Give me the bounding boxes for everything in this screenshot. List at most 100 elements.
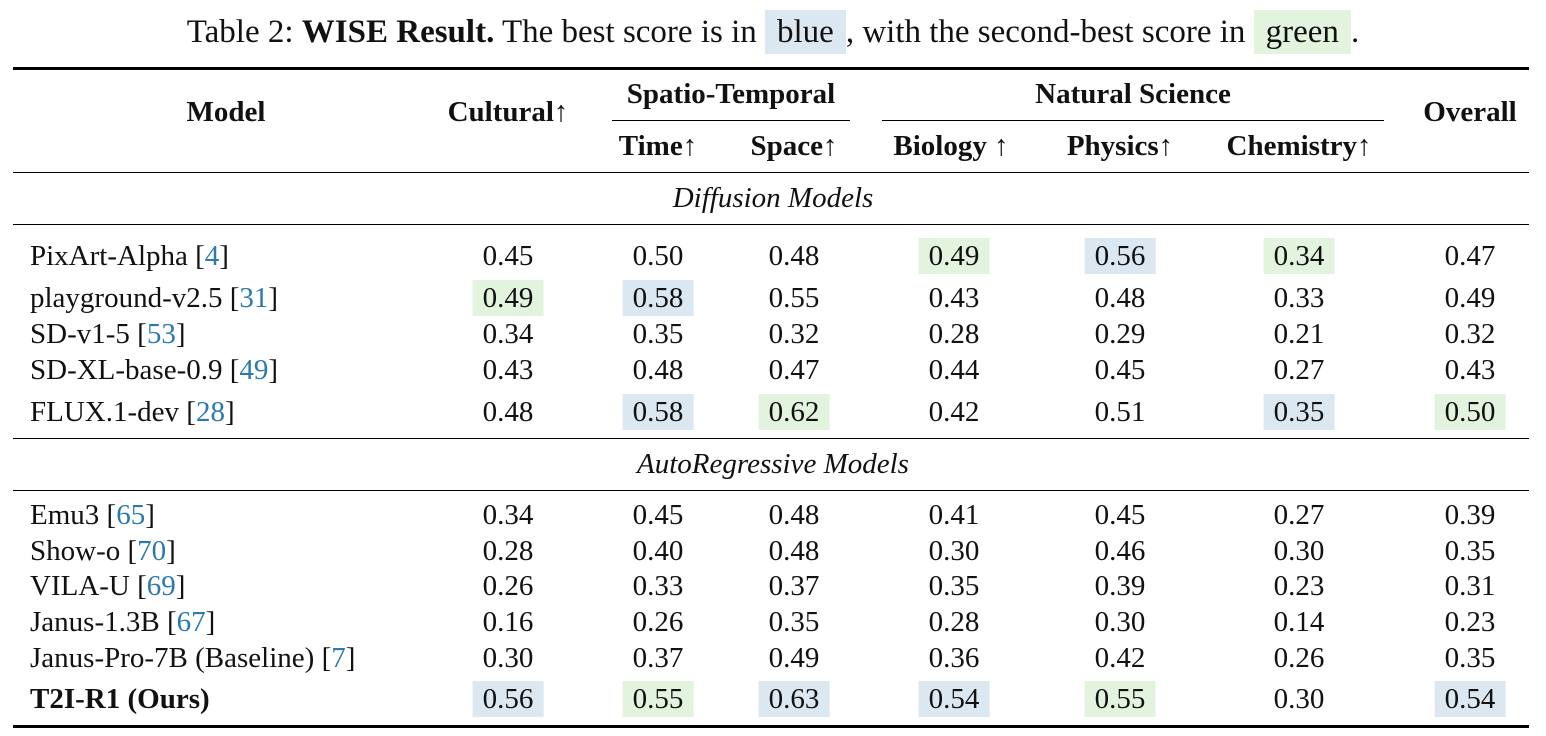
section-title: AutoRegressive Models — [637, 448, 909, 480]
score-value: 0.35 — [928, 570, 980, 602]
score-value: 0.63 — [758, 681, 830, 717]
score-value: 0.47 — [1444, 240, 1496, 272]
score-value: 0.43 — [482, 354, 534, 386]
bottom-rule — [13, 725, 1529, 728]
score-cultural: 0.26 — [473, 568, 544, 604]
header-cultural: Cultural↑ — [447, 96, 569, 128]
score-value: 0.26 — [632, 606, 684, 638]
citation-link[interactable]: 31 — [239, 282, 269, 314]
header-space: Space↑ — [750, 130, 838, 162]
score-value: 0.45 — [482, 240, 534, 272]
score-value: 0.48 — [768, 240, 820, 272]
score-space: 0.63 — [758, 681, 830, 717]
section-title: Diffusion Models — [672, 182, 874, 214]
header-natural-science: Natural Science — [1035, 78, 1231, 110]
score-value: 0.42 — [1094, 642, 1146, 674]
table-caption: Table 2: WISE Result. The best score is … — [0, 8, 1546, 56]
score-chemistry: 0.34 — [1263, 238, 1335, 274]
model-name-text: Janus-1.3B — [30, 606, 160, 638]
score-physics: 0.45 — [1085, 352, 1156, 388]
score-overall: 0.47 — [1435, 238, 1506, 274]
score-time: 0.35 — [623, 316, 694, 352]
score-value: 0.50 — [1434, 394, 1506, 430]
score-chemistry: 0.21 — [1264, 316, 1335, 352]
citation-link[interactable]: 4 — [204, 240, 220, 272]
citation-link[interactable]: 67 — [176, 606, 206, 638]
score-physics: 0.45 — [1085, 497, 1156, 533]
score-overall: 0.32 — [1435, 316, 1506, 352]
model-name-text: Show-o — [30, 535, 121, 567]
caption-blue-word: blue — [765, 10, 846, 54]
score-value: 0.49 — [1444, 282, 1496, 314]
score-chemistry: 0.30 — [1264, 681, 1335, 717]
score-space: 0.62 — [758, 394, 830, 430]
score-cultural: 0.45 — [473, 238, 544, 274]
score-value: 0.55 — [1084, 681, 1156, 717]
score-overall: 0.50 — [1434, 394, 1506, 430]
caption-title: WISE Result. — [301, 14, 495, 50]
model-name-text: T2I-R1 (Ours) — [30, 683, 210, 715]
score-cultural: 0.43 — [473, 352, 544, 388]
citation-link[interactable]: 28 — [195, 396, 225, 428]
score-chemistry: 0.27 — [1264, 352, 1335, 388]
citation-link[interactable]: 65 — [116, 499, 146, 531]
spatio-temporal-rule — [612, 120, 850, 122]
score-space: 0.37 — [759, 568, 830, 604]
score-cultural: 0.56 — [472, 681, 544, 717]
score-overall: 0.35 — [1435, 640, 1506, 676]
score-chemistry: 0.23 — [1264, 568, 1335, 604]
model-name-text: PixArt-Alpha — [30, 240, 188, 272]
score-value: 0.28 — [482, 535, 534, 567]
citation-link[interactable]: 53 — [146, 318, 176, 350]
score-overall: 0.39 — [1435, 497, 1506, 533]
header-biology: Biology ↑ — [893, 130, 1009, 162]
score-physics: 0.48 — [1085, 280, 1156, 316]
diffusion-title-rule — [13, 224, 1529, 226]
score-value: 0.49 — [918, 238, 990, 274]
score-cultural: 0.16 — [473, 604, 544, 640]
score-time: 0.58 — [622, 280, 694, 316]
citation-link[interactable]: 7 — [331, 642, 346, 674]
score-value: 0.35 — [768, 606, 820, 638]
top-rule — [13, 67, 1529, 70]
score-physics: 0.55 — [1084, 681, 1156, 717]
score-value: 0.31 — [1444, 570, 1496, 602]
score-time: 0.33 — [623, 568, 694, 604]
model-name: Janus-1.3B [67] — [30, 606, 216, 638]
score-biology: 0.42 — [919, 394, 990, 430]
model-name: FLUX.1-dev [28] — [30, 396, 235, 428]
citation-link[interactable]: 70 — [137, 535, 167, 567]
header-spatio-temporal: Spatio-Temporal — [626, 78, 836, 110]
score-biology: 0.44 — [919, 352, 990, 388]
score-value: 0.51 — [1094, 396, 1146, 428]
header-time: Time↑ — [618, 130, 698, 162]
score-biology: 0.49 — [918, 238, 990, 274]
score-value: 0.23 — [1273, 570, 1325, 602]
score-value: 0.29 — [1094, 318, 1146, 350]
model-name: T2I-R1 (Ours) — [30, 681, 210, 717]
score-overall: 0.54 — [1434, 681, 1506, 717]
score-value: 0.33 — [632, 570, 684, 602]
score-physics: 0.51 — [1085, 394, 1156, 430]
score-space: 0.47 — [759, 352, 830, 388]
score-value: 0.58 — [622, 394, 694, 430]
score-value: 0.41 — [928, 499, 980, 531]
score-space: 0.32 — [759, 316, 830, 352]
citation-link[interactable]: 49 — [239, 354, 269, 386]
score-value: 0.32 — [1444, 318, 1496, 350]
score-value: 0.39 — [1444, 499, 1496, 531]
score-biology: 0.28 — [919, 604, 990, 640]
score-time: 0.26 — [623, 604, 694, 640]
score-value: 0.37 — [632, 642, 684, 674]
citation-link[interactable]: 69 — [146, 570, 176, 602]
score-value: 0.48 — [482, 396, 534, 428]
score-overall: 0.35 — [1435, 533, 1506, 569]
score-physics: 0.42 — [1085, 640, 1156, 676]
score-value: 0.48 — [1094, 282, 1146, 314]
score-value: 0.58 — [622, 280, 694, 316]
score-chemistry: 0.26 — [1264, 640, 1335, 676]
caption-green-word: green — [1253, 10, 1351, 54]
score-biology: 0.43 — [919, 280, 990, 316]
model-name-text: FLUX.1-dev — [30, 396, 180, 428]
score-space: 0.48 — [759, 533, 830, 569]
